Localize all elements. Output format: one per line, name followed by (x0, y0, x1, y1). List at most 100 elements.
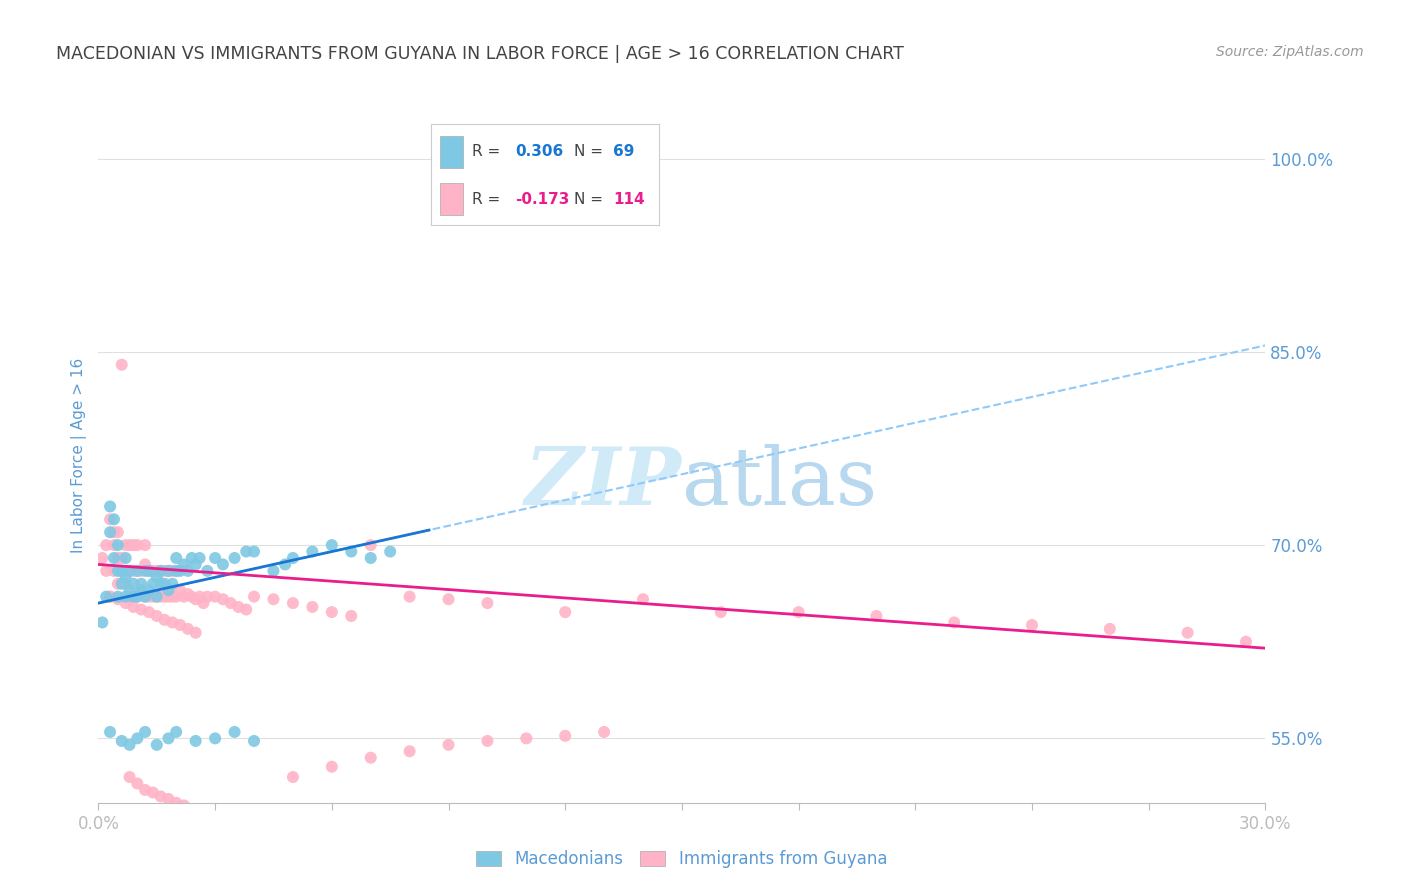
Point (281, 551, 304, 566)
Point (162, 615, 184, 630)
Point (477, 734, 499, 748)
Point (243, 544, 266, 558)
Point (146, 590, 169, 604)
Point (157, 564, 180, 578)
Point (195, 564, 218, 578)
Point (122, 576, 145, 591)
Text: MACEDONIAN VS IMMIGRANTS FROM GUYANA IN LABOR FORCE | AGE > 16 CORRELATION CHART: MACEDONIAN VS IMMIGRANTS FROM GUYANA IN … (56, 45, 904, 62)
Point (122, 538, 145, 552)
Point (111, 734, 134, 748)
Point (107, 538, 129, 552)
Point (129, 602, 152, 616)
Point (274, 558, 297, 572)
Point (360, 750, 382, 764)
Point (153, 564, 176, 578)
Point (165, 796, 187, 810)
Point (122, 599, 145, 614)
Point (165, 590, 187, 604)
Point (228, 811, 250, 825)
Point (162, 564, 184, 578)
Point (107, 592, 129, 607)
Point (180, 551, 202, 566)
Point (169, 583, 191, 598)
Point (111, 564, 134, 578)
Point (103, 512, 125, 526)
Point (162, 576, 184, 591)
Point (118, 590, 141, 604)
Point (360, 538, 382, 552)
Point (129, 583, 152, 598)
Point (118, 738, 141, 752)
Point (138, 605, 160, 619)
Point (554, 605, 576, 619)
Point (107, 590, 129, 604)
Point (437, 738, 460, 752)
Point (157, 731, 180, 746)
Point (129, 576, 152, 591)
Point (631, 592, 654, 607)
Point (180, 802, 202, 816)
Point (195, 590, 218, 604)
Point (146, 570, 169, 584)
Point (165, 725, 187, 739)
Point (173, 558, 195, 572)
Point (180, 590, 202, 604)
Point (127, 731, 149, 746)
Point (195, 806, 218, 821)
Point (96, 538, 118, 552)
Point (118, 564, 141, 578)
Point (321, 538, 343, 552)
Point (149, 576, 172, 591)
Point (114, 564, 136, 578)
Point (107, 564, 129, 578)
Point (127, 776, 149, 790)
Point (134, 590, 156, 604)
Point (98, 500, 121, 514)
Point (157, 583, 180, 598)
Point (96, 590, 118, 604)
Point (149, 564, 172, 578)
Point (149, 564, 172, 578)
Point (122, 564, 145, 578)
Point (188, 590, 211, 604)
Point (177, 587, 200, 601)
Point (118, 583, 141, 598)
Point (1177, 625, 1199, 640)
Point (149, 789, 172, 804)
Point (98, 512, 121, 526)
Text: ZIP: ZIP (524, 444, 682, 522)
Point (219, 596, 242, 610)
Point (554, 729, 576, 743)
Point (943, 615, 966, 630)
Point (165, 564, 187, 578)
Point (224, 551, 246, 566)
Point (142, 785, 165, 799)
Point (184, 558, 207, 572)
Point (184, 625, 207, 640)
Point (224, 725, 246, 739)
Point (103, 564, 125, 578)
Point (114, 596, 136, 610)
Point (118, 770, 141, 784)
Point (107, 525, 129, 540)
Point (153, 576, 176, 591)
Point (173, 590, 195, 604)
Point (169, 618, 191, 632)
Point (114, 538, 136, 552)
Point (235, 544, 257, 558)
Point (153, 613, 176, 627)
Point (235, 602, 257, 616)
Point (162, 590, 184, 604)
Point (153, 590, 176, 604)
Y-axis label: In Labor Force | Age > 16: In Labor Force | Age > 16 (72, 358, 87, 552)
Point (193, 596, 215, 610)
Point (212, 808, 235, 822)
Point (515, 731, 537, 746)
Point (184, 592, 207, 607)
Point (122, 590, 145, 604)
Point (111, 358, 134, 372)
Text: Source: ZipAtlas.com: Source: ZipAtlas.com (1216, 45, 1364, 59)
Point (98, 590, 121, 604)
Point (1021, 618, 1043, 632)
Point (114, 576, 136, 591)
